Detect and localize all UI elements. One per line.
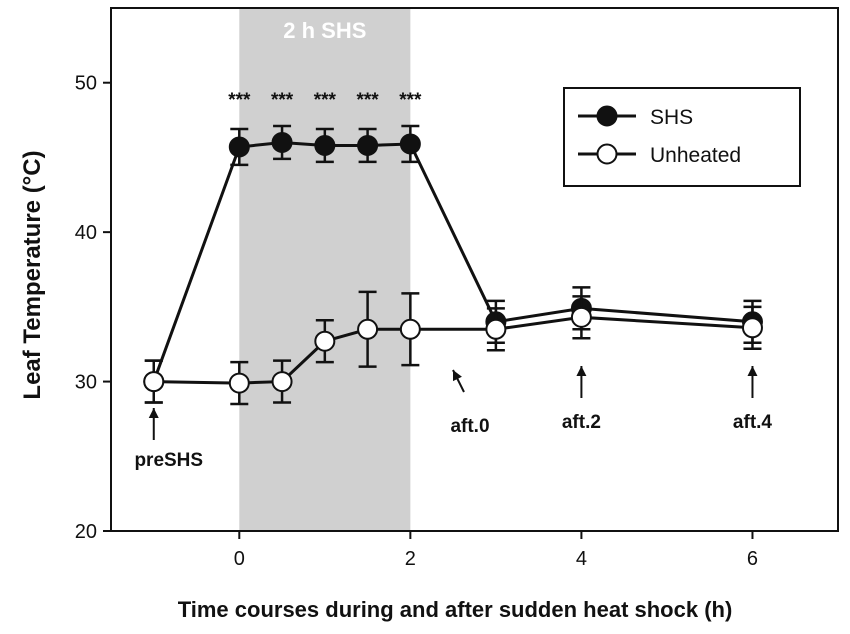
legend-marker (596, 105, 618, 127)
legend-item-shs: SHS (578, 105, 693, 129)
significance-marker: *** (356, 90, 379, 111)
data-point (741, 317, 763, 339)
shaded-region-rect (239, 8, 411, 531)
data-point (357, 318, 379, 340)
legend-box (563, 87, 801, 187)
annotation-arrow-head (453, 370, 462, 382)
x-tick-label: 2 (405, 548, 416, 570)
significance-marker: *** (228, 90, 251, 111)
data-point (314, 330, 336, 352)
y-axis-label: Leaf Temperature (°C) (19, 150, 46, 399)
legend-label: SHS (650, 106, 693, 129)
y-tick-label: 40 (75, 222, 97, 244)
data-point (228, 136, 250, 158)
y-tick-label: 30 (75, 372, 97, 394)
annotation-label: aft.2 (562, 412, 601, 433)
legend-marker (596, 143, 618, 165)
axes: 20 30 40 50 0 2 4 6 (75, 7, 839, 570)
data-point (357, 134, 379, 156)
shaded-region: 2 h SHS (239, 8, 411, 531)
annotation-label: preSHS (134, 450, 203, 471)
annotation-arrow-head (576, 366, 587, 376)
data-point (485, 318, 507, 340)
x-tick-label: 0 (234, 548, 245, 570)
series-layer (143, 124, 763, 406)
data-point (271, 371, 293, 393)
x-axis-label: Time courses during and after sudden hea… (178, 597, 733, 622)
annotation-arrow-head (747, 366, 758, 376)
significance-marker: *** (399, 90, 422, 111)
data-point (399, 318, 421, 340)
data-point (228, 372, 250, 394)
annotation-label: aft.0 (450, 416, 489, 437)
annotation-arrow-head (148, 408, 159, 418)
significance-marker: *** (271, 90, 294, 111)
annotation-label: aft.4 (733, 412, 773, 433)
x-tick-label: 4 (576, 548, 587, 570)
legend: SHS Unheated (563, 87, 801, 187)
y-tick-label: 50 (75, 73, 97, 95)
data-point (399, 133, 421, 155)
series-unheated (143, 290, 763, 406)
legend-item-unheated: Unheated (578, 143, 741, 167)
annotation-layer: *** *** *** *** *** preSHS aft.0 aft.2 aft.4 (134, 90, 772, 471)
data-point (271, 131, 293, 153)
shaded-region-label: 2 h SHS (283, 18, 366, 43)
data-point (314, 134, 336, 156)
data-point (570, 306, 592, 328)
significance-marker: *** (314, 90, 337, 111)
y-tick-label: 20 (75, 521, 97, 543)
plot-frame (110, 7, 839, 532)
x-tick-label: 6 (747, 548, 758, 570)
data-point (143, 371, 165, 393)
legend-label: Unheated (650, 144, 741, 167)
